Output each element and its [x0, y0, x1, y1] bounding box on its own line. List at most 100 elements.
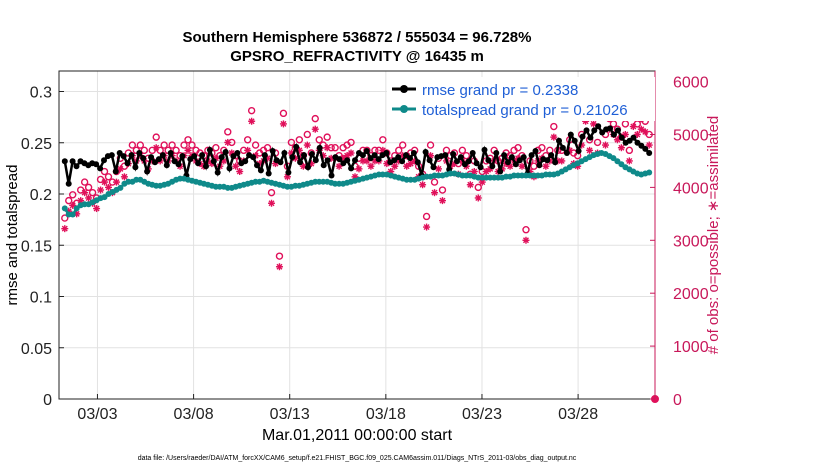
obs-possible-marker	[212, 144, 220, 152]
y2-tick-label: 1000	[673, 339, 709, 356]
asterisk-stroke	[419, 181, 426, 188]
asterisk-stroke	[407, 160, 414, 167]
obs-possible-marker	[514, 144, 522, 152]
series-point-rmse	[269, 148, 276, 154]
chart-title-line1: Southern Hemisphere 536872 / 555034 = 96…	[183, 29, 532, 46]
obs-assimilated-marker	[61, 225, 69, 233]
obs-assimilated-marker	[85, 194, 93, 202]
series-point-rmse	[124, 160, 131, 167]
obs-assimilated-marker	[474, 194, 482, 202]
obs-possible-marker	[65, 196, 73, 205]
obs-assimilated-marker	[522, 236, 530, 244]
asterisk-stroke	[280, 120, 287, 127]
y2-tick-label: 4000	[673, 180, 709, 197]
obs-possible-marker	[84, 183, 93, 192]
obs-possible-marker	[422, 212, 431, 221]
asterisk-stroke	[586, 147, 593, 154]
obs-assimilated-marker	[621, 130, 629, 138]
series-point-rmse	[457, 154, 464, 161]
obs-assimilated-marker	[435, 165, 443, 173]
obs-possible-marker	[315, 136, 323, 144]
obs-assimilated-marker	[438, 197, 446, 205]
series-point-rmse	[407, 155, 413, 162]
obs-assimilated-marker	[236, 168, 244, 176]
obs-assimilated-marker	[311, 125, 319, 133]
obs-assimilated-marker	[101, 178, 109, 186]
obs-possible-marker	[251, 141, 260, 149]
obs-assimilated-marker	[423, 223, 431, 231]
obs-assimilated-marker	[518, 162, 526, 170]
asterisk-stroke	[244, 147, 251, 154]
obs-possible-marker	[140, 146, 148, 155]
series-point-rmse	[548, 152, 555, 159]
asterisk-stroke	[519, 163, 525, 170]
asterisk-stroke	[220, 157, 227, 164]
asterisk-stroke	[304, 142, 311, 149]
x-tick-label: 03/03	[77, 406, 117, 423]
series-point-rmse	[528, 152, 535, 159]
obs-possible-marker	[347, 138, 355, 147]
series-point-rmse	[646, 150, 653, 156]
y2-tick-label: 5000	[673, 127, 709, 144]
series-point-rmse	[552, 159, 559, 166]
series-point-rmse	[422, 149, 429, 155]
obs-assimilated-marker	[590, 120, 598, 128]
obs-assimilated-marker	[97, 186, 105, 194]
obs-assimilated-marker	[542, 162, 550, 170]
obs-assimilated-marker	[558, 157, 566, 165]
asterisk-stroke	[626, 157, 633, 164]
asterisk-stroke	[228, 150, 235, 156]
obs-possible-marker	[69, 191, 77, 199]
series-point-rmse	[450, 151, 457, 157]
asterisk-stroke	[268, 200, 275, 207]
asterisk-stroke	[93, 205, 100, 212]
series-point-rmse	[320, 162, 327, 169]
obs-possible-marker	[160, 141, 168, 149]
series-point-rmse	[579, 133, 586, 140]
series-point-rmse	[144, 168, 151, 175]
asterisk-stroke	[344, 152, 351, 159]
series-point-rmse	[556, 137, 562, 144]
y-axis-label: rmse and totalspread	[4, 165, 21, 306]
series-point-rmse	[414, 159, 421, 166]
obs-possible-marker	[172, 146, 180, 155]
series-point-rmse	[532, 148, 539, 154]
series-point-rmse	[587, 134, 594, 141]
obs-possible-marker	[152, 133, 160, 141]
obs-possible-marker	[311, 114, 319, 123]
y-tick-label: 0.1	[30, 290, 52, 307]
series-point-rmse	[465, 158, 472, 165]
asterisk-stroke	[467, 181, 474, 188]
obs-possible-marker	[625, 146, 634, 155]
asterisk-stroke	[431, 189, 438, 196]
series-point-rmse	[410, 150, 417, 156]
series-point-rmse	[454, 158, 460, 165]
series-point-rmse	[489, 163, 496, 170]
series-point-rmse	[630, 134, 637, 141]
series-point-rmse	[363, 148, 370, 154]
series-point-rmse	[559, 144, 566, 151]
series-point-rmse	[265, 170, 272, 177]
series-point-rmse	[159, 152, 166, 159]
series-point-rmse	[512, 161, 519, 168]
asterisk-stroke	[475, 194, 482, 201]
obs-assimilated-marker	[268, 199, 276, 207]
obs-assimilated-marker	[625, 157, 633, 165]
x-tick-label: 03/23	[462, 406, 502, 423]
data-file-footer: data file: /Users/raeder/DAI/ATM_forcXX/…	[138, 455, 577, 462]
series-point-rmse	[567, 131, 574, 138]
series-point-rmse	[257, 167, 264, 174]
series-point-rmse	[234, 150, 241, 156]
series-point-rmse	[167, 150, 174, 156]
series-point-rmse	[277, 159, 284, 166]
asterisk-stroke	[121, 173, 128, 180]
series-point-rmse	[155, 156, 162, 163]
series-point-rmse	[132, 164, 139, 171]
series-point-rmse	[195, 160, 202, 167]
asterisk-stroke	[435, 165, 442, 172]
asterisk-stroke	[642, 128, 649, 135]
series-point-rmse	[93, 161, 100, 168]
asterisk-stroke	[153, 144, 160, 151]
obs-possible-marker	[323, 133, 331, 141]
series-point-rmse	[285, 169, 292, 176]
